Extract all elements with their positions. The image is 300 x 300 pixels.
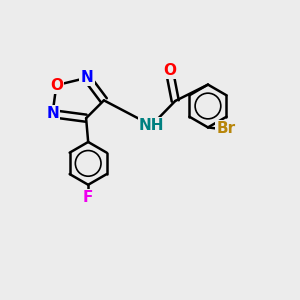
Text: NH: NH (139, 118, 164, 133)
Text: N: N (46, 106, 59, 121)
Text: N: N (81, 70, 93, 85)
Text: F: F (83, 190, 93, 205)
Text: O: O (50, 78, 63, 93)
Text: Br: Br (216, 122, 236, 136)
Text: O: O (163, 63, 176, 78)
